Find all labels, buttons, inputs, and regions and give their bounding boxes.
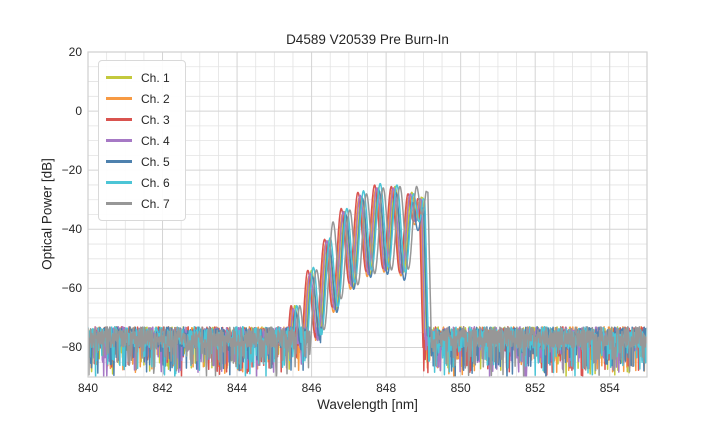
legend-label: Ch. 5 (141, 154, 170, 169)
plot-frame (87, 51, 648, 378)
y-tick-label: −20 (61, 163, 82, 178)
y-tick-label: 0 (75, 104, 82, 119)
legend-line-swatch (106, 139, 132, 142)
legend-entry: Ch. 6 (106, 172, 176, 193)
legend-label: Ch. 3 (141, 112, 170, 127)
x-tick-label: 852 (525, 381, 546, 395)
x-tick-label: 850 (450, 381, 471, 395)
legend-line-swatch (106, 160, 132, 163)
legend-line-swatch (106, 76, 132, 79)
series-ch-7 (88, 185, 647, 377)
legend-line-swatch (106, 202, 132, 205)
legend-line-swatch (106, 97, 132, 100)
chart-title: D4589 V20539 Pre Burn-In (286, 32, 449, 47)
legend: Ch. 1 Ch. 2 Ch. 3 Ch. 4 Ch. 5 Ch. 6 Ch. 7 (98, 60, 186, 221)
legend-label: Ch. 1 (141, 70, 170, 85)
x-tick-label: 848 (376, 381, 397, 395)
legend-label: Ch. 7 (141, 196, 170, 211)
legend-label: Ch. 2 (141, 91, 170, 106)
x-tick-label: 854 (599, 381, 620, 395)
legend-label: Ch. 4 (141, 133, 170, 148)
legend-label: Ch. 6 (141, 175, 170, 190)
x-axis-title: Wavelength [nm] (317, 397, 418, 412)
y-tick-label: −80 (61, 340, 82, 355)
legend-entry: Ch. 1 (106, 67, 176, 88)
legend-line-swatch (106, 118, 132, 121)
legend-entry: Ch. 7 (106, 193, 176, 214)
y-tick-label: −60 (61, 281, 82, 296)
y-tick-label: 20 (68, 45, 82, 59)
spectra (88, 182, 647, 377)
legend-entry: Ch. 4 (106, 130, 176, 151)
x-tick-label: 840 (77, 381, 99, 395)
x-tick-label: 842 (152, 381, 173, 395)
y-tick-label: −40 (61, 222, 82, 237)
legend-entry: Ch. 2 (106, 88, 176, 109)
x-tick-label: 844 (227, 381, 248, 395)
legend-entry: Ch. 3 (106, 109, 176, 130)
x-tick-label: 846 (301, 381, 322, 395)
legend-entry: Ch. 5 (106, 151, 176, 172)
legend-line-swatch (106, 181, 132, 184)
